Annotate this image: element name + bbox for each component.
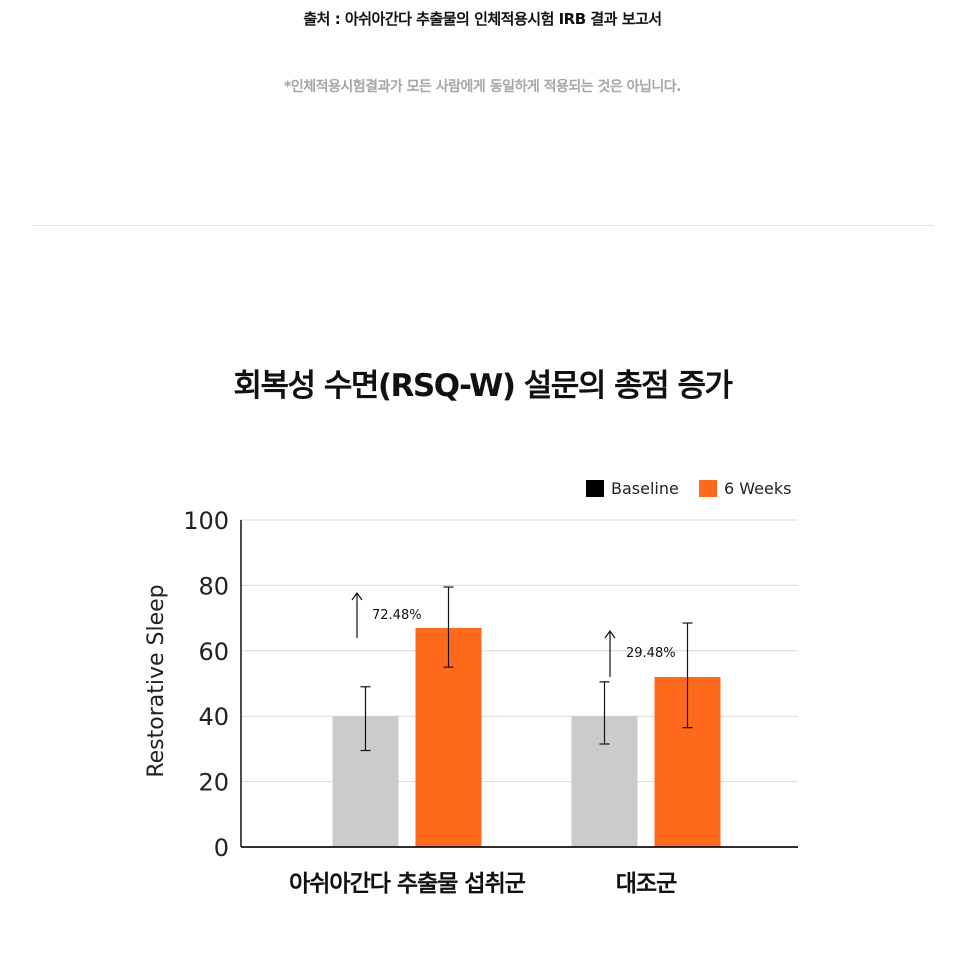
annotation-label: 29.48% — [626, 646, 676, 661]
y-tick-labels: 0 20 40 60 80 100 — [183, 507, 229, 862]
x-tick-label: 아쉬아간다 추출물 섭취군 — [289, 871, 526, 897]
up-arrow-icon — [604, 629, 616, 639]
source-note: 출처 : 아쉬아간다 추출물의 인체적용시험 IRB 결과 보고서 — [303, 10, 662, 28]
chart-title: 회복성 수면(RSQ-W) 설문의 총점 증가 — [233, 368, 733, 404]
x-tick-label: 대조군 — [616, 871, 677, 897]
y-axis-label: Restorative Sleep — [144, 584, 169, 777]
divider — [32, 225, 934, 226]
y-tick-label: 0 — [214, 834, 229, 862]
legend-swatch — [586, 480, 604, 497]
y-tick-label: 80 — [198, 572, 229, 600]
up-arrow-icon — [351, 591, 363, 601]
bar-chart: 0 20 40 60 80 100 아쉬아간다 추출물 섭취군 대조군 72.48% 29.4… — [144, 479, 798, 897]
y-tick-label: 60 — [198, 638, 229, 666]
bars — [332, 627, 721, 847]
error-bars — [360, 586, 693, 752]
annotation-label: 72.48% — [372, 608, 422, 623]
legend-label: 6 Weeks — [724, 479, 791, 498]
x-tick-labels: 아쉬아간다 추출물 섭취군 대조군 — [289, 871, 678, 897]
disclaimer-note: *인체적용시험결과가 모든 사람에게 동일하게 적용되는 것은 아닙니다. — [284, 79, 681, 95]
y-tick-label: 40 — [198, 703, 229, 731]
y-tick-label: 20 — [198, 769, 229, 797]
y-tick-label: 100 — [183, 507, 229, 535]
legend-label: Baseline — [611, 479, 679, 498]
legend: Baseline 6 Weeks — [586, 479, 791, 498]
legend-swatch — [699, 480, 717, 497]
annotations: 72.48% 29.48% — [351, 591, 676, 677]
